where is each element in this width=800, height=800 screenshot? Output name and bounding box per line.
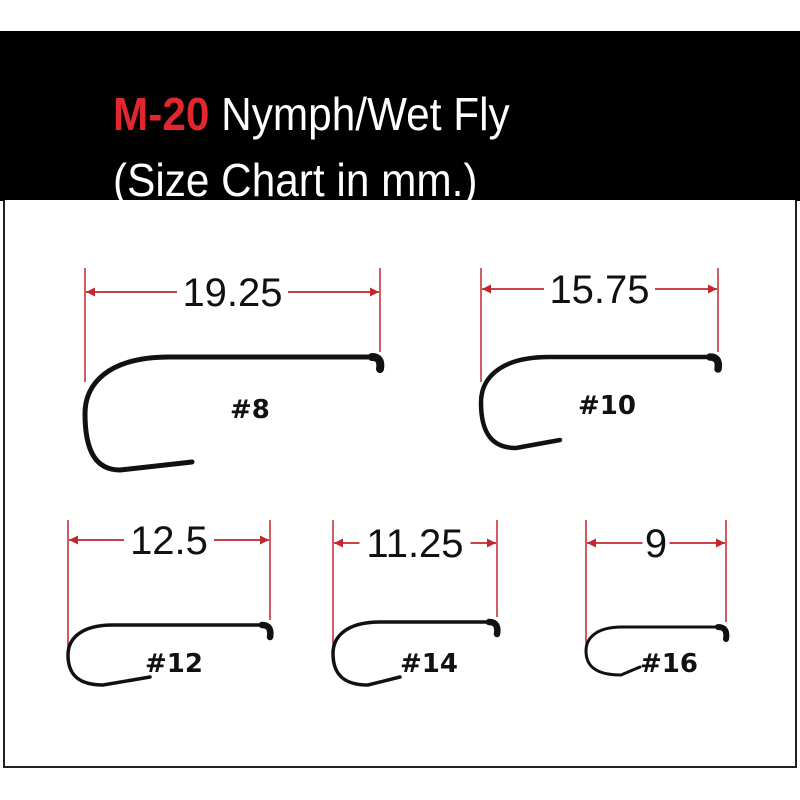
length-label: 19.25: [182, 271, 282, 315]
hook-size-label: #8: [230, 395, 270, 425]
hook-shank-and-bend: [584, 625, 722, 677]
chart-panel: [3, 200, 797, 768]
hook-shank-and-bend: [66, 623, 266, 687]
hook-eye: [706, 353, 723, 373]
title-text: Nymph/Wet Fly: [221, 88, 510, 140]
hook-shank-and-bend: [82, 354, 377, 473]
model-code: M-20: [113, 88, 210, 140]
hook-shank-and-bend: [478, 354, 715, 451]
hook-size-label: #14: [400, 649, 458, 679]
hook-eye: [368, 353, 385, 373]
hook-eye: [715, 624, 730, 642]
hook-size-label: #12: [145, 649, 203, 679]
length-label: 15.75: [549, 268, 649, 312]
hook-eye: [485, 618, 501, 638]
hook-eye: [258, 621, 274, 641]
length-label: 9: [645, 522, 667, 566]
hook-size-label: #10: [578, 391, 636, 421]
length-label: 11.25: [366, 522, 463, 566]
header-banner: M-20 Nymph/Wet Fly (Size Chart in mm.): [0, 31, 800, 206]
page-subtitle: (Size Chart in mm.): [113, 154, 478, 206]
length-label: 12.5: [130, 519, 208, 563]
page-title: M-20 Nymph/Wet Fly: [113, 87, 510, 141]
hook-shank-and-bend: [331, 620, 493, 687]
hook-size-label: #16: [640, 649, 698, 679]
